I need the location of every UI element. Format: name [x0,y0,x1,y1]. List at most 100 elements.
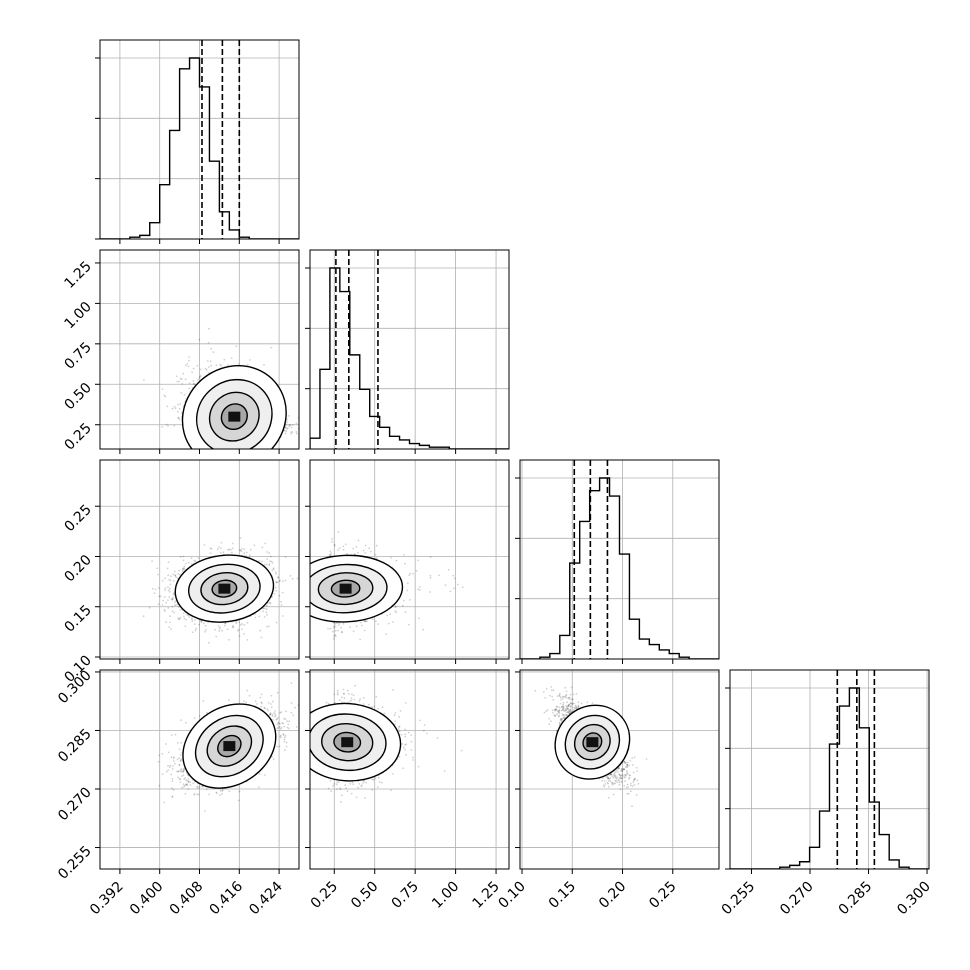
scatter-point [232,626,235,628]
scatter-point [167,607,170,609]
scatter-point [204,624,207,627]
scatter-point [185,618,188,621]
scatter-point [167,586,169,588]
scatter-point [276,581,279,584]
scatter-point [218,630,221,632]
scatter-point [193,559,196,562]
scatter-point [151,560,154,562]
scatter-point [271,569,274,572]
axes-frame [309,249,510,450]
scatter-point [220,365,223,367]
scatter-point [220,541,223,544]
scatter-point [198,376,201,379]
scatter-point [161,388,164,390]
scatter-point [168,587,171,590]
scatter-point [170,628,173,631]
scatter-point [263,564,266,566]
scatter-point [288,425,291,428]
scatter-point [195,627,198,630]
scatter-point [284,432,287,435]
scatter-point [216,548,219,551]
scatter-point [153,592,156,595]
scatter-point [277,576,279,579]
scatter-point [172,573,175,576]
scatter-point [243,633,245,635]
scatter-point [295,431,298,433]
scatter-point [289,575,292,577]
scatter-point [243,548,246,550]
scatter-point [143,379,145,381]
scatter-point [238,635,241,637]
scatter-point [281,591,284,594]
scatter-point [235,345,238,348]
scatter-point [191,631,194,634]
scatter-point [174,407,177,410]
scatter-point [171,598,174,601]
scatter-point [163,608,166,611]
scatter-point [281,615,284,617]
scatter-point [176,410,179,413]
scatter-point [199,620,202,622]
scatter-point [219,363,222,366]
scatter-point [280,604,283,606]
scatter-point [164,589,166,591]
scatter-point [246,639,249,641]
scatter-point [188,387,191,390]
scatter-point [207,341,210,344]
scatter-point [183,617,186,620]
scatter-point [241,628,243,631]
scatter-point [219,626,221,629]
scatter-point [274,571,277,574]
scatter-point [181,383,183,385]
scatter-point [258,615,261,618]
scatter-point [283,429,286,432]
scatter-point [177,403,179,406]
scatter-point [269,602,272,605]
scatter-point [197,378,199,381]
scatter-point [231,542,234,545]
panel-content [100,250,307,449]
scatter-point [236,629,239,632]
scatter-point [265,604,268,607]
scatter-point [181,567,184,570]
scatter-point [275,621,278,624]
scatter-point [290,433,293,435]
scatter-point [239,624,242,626]
scatter-point [184,378,187,381]
scatter-point [278,594,281,597]
scatter-point [301,415,303,417]
scatter-point [214,628,216,631]
scatter-point [165,423,168,426]
scatter-point [287,415,290,417]
scatter-point [148,606,151,609]
scatter-point [199,375,202,378]
scatter-point [253,544,256,547]
scatter-point [167,561,170,563]
scatter-point [183,568,186,571]
scatter-point [180,378,183,380]
scatter-point [291,424,294,426]
scatter-point [161,604,164,606]
scatter-point [296,432,298,435]
scatter-point [165,601,168,604]
scatter-point [182,372,185,375]
scatter-point [177,417,180,419]
scatter-point [164,577,166,580]
scatter-point [199,368,202,371]
scatter-point [203,544,206,546]
scatter-point [179,377,182,380]
scatter-point [171,598,174,601]
scatter-point [275,590,278,592]
scatter-point [200,621,203,624]
scatter-point [171,605,174,608]
scatter-point [248,359,251,361]
panel-0-1: 0.250.500.751.001.25 [61,249,307,454]
scatter-point [164,610,167,613]
scatter-point [305,425,307,427]
scatter-point [248,554,251,556]
scatter-point [182,559,185,562]
scatter-point [210,347,213,350]
scatter-point [286,428,288,430]
scatter-point [174,574,177,577]
scatter-point [239,549,241,551]
